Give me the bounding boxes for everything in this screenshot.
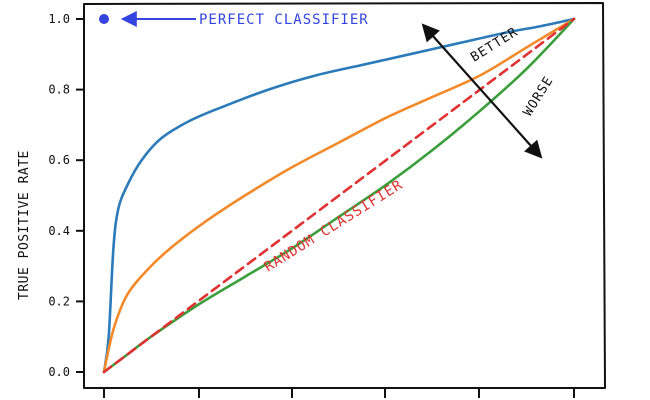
y-axis-ticks: 0.0 0.2 0.4 0.6 0.8 1.0 [48,12,84,379]
y-tick-label: 0.0 [48,365,70,379]
y-axis-title: TRUE POSITIVE RATE [17,150,32,300]
series-layer [102,17,576,374]
y-tick-label: 0.8 [48,83,70,97]
y-tick-label: 0.4 [48,224,70,238]
y-tick-label: 0.6 [48,153,70,167]
random-classifier-label: RANDOM CLASSIFIER [262,177,406,276]
perfect-classifier-point [99,14,109,24]
x-axis-ticks [103,388,575,398]
worse-label: WORSE [521,74,557,119]
y-tick-label: 0.2 [48,294,70,308]
better-label: BETTER [468,25,521,66]
plot-frame [83,2,606,389]
better-worse-arrow [421,23,543,159]
perfect-classifier-label: PERFECT CLASSIFIER [199,12,369,28]
y-tick-label: 1.0 [48,12,70,26]
points-layer [99,14,109,24]
